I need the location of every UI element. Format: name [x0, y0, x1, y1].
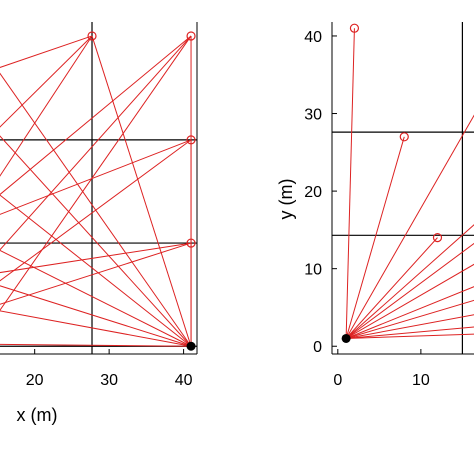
ray-path: [346, 333, 474, 339]
ray-path: [345, 237, 438, 339]
ray-path: [91, 35, 192, 347]
y-tick: 20: [304, 184, 337, 201]
left-source: [186, 341, 196, 351]
x-tick-label: 0: [333, 372, 342, 389]
ray-path: [0, 249, 192, 347]
y-tick: 40: [304, 29, 337, 46]
ray-path: [0, 139, 192, 282]
ray-path: [0, 139, 192, 215]
y-tick-label: 30: [304, 107, 322, 124]
ray-path: [345, 299, 474, 339]
right-axes-frame: [331, 22, 474, 355]
x-tick: 10: [412, 349, 430, 389]
right-y-ticks: 0 10 20 30 40: [304, 29, 337, 356]
ray-path: [0, 135, 192, 347]
left-x-ticks: 20 30 40: [26, 349, 193, 389]
ray-path: [0, 242, 192, 274]
y-tick: 0: [313, 339, 337, 356]
ray-path: [345, 286, 474, 339]
receiver-marker: [349, 23, 360, 33]
receiver-marker: [186, 238, 196, 248]
ray-path: [0, 35, 93, 177]
y-tick-label: 40: [304, 29, 322, 46]
left-ray-paths: [0, 35, 192, 347]
right-grid: [332, 22, 474, 354]
ray-path: [0, 35, 93, 128]
ray-path: [0, 343, 192, 347]
x-tick: 20: [26, 349, 44, 389]
ray-path: [0, 285, 192, 347]
left-x-axis-title: x (m): [17, 405, 58, 425]
right-source: [341, 333, 351, 343]
x-tick-label: 10: [412, 372, 430, 389]
x-tick-label: 20: [26, 372, 44, 389]
ray-path: [346, 314, 474, 339]
ray-path: [345, 28, 355, 339]
ray-path: [0, 35, 192, 196]
ray-path: [345, 263, 474, 339]
x-tick: 40: [175, 349, 193, 389]
source-marker: [341, 333, 351, 343]
receiver-marker: [87, 31, 97, 41]
ray-path: [0, 194, 192, 347]
x-tick: 30: [100, 349, 118, 389]
ray-path: [0, 72, 192, 347]
right-ray-paths: [345, 28, 474, 339]
source-marker: [186, 341, 196, 351]
ray-path: [0, 310, 192, 347]
y-tick: 30: [304, 107, 337, 124]
y-tick-label: 20: [304, 184, 322, 201]
x-tick: 0: [333, 349, 342, 389]
x-tick-label: 30: [100, 372, 118, 389]
left-plot-panel: 20 30 40 x (m): [0, 22, 198, 425]
ray-path: [345, 136, 405, 339]
ray-path: [0, 35, 192, 251]
x-tick-label: 40: [175, 372, 193, 389]
ray-path: [0, 242, 192, 305]
y-tick: 10: [304, 262, 337, 279]
receiver-marker: [186, 135, 196, 145]
right-x-ticks: 0 10: [333, 349, 430, 389]
y-tick-label: 0: [313, 339, 322, 356]
ray-path: [346, 326, 474, 339]
y-tick-label: 10: [304, 262, 322, 279]
ray-path: [345, 224, 474, 339]
right-plot-panel: 0 10 0 10 20 30 40 y (m): [276, 22, 474, 389]
receiver-marker: [399, 132, 409, 142]
ray-path: [0, 35, 192, 312]
left-receivers: [87, 31, 196, 248]
left-axes-frame: [0, 22, 198, 355]
right-y-axis-title: y (m): [276, 179, 296, 220]
receiver-marker: [432, 233, 443, 243]
receiver-marker: [186, 31, 196, 41]
left-grid: [0, 22, 197, 354]
ray-path: [0, 35, 93, 68]
right-receivers: [349, 23, 443, 243]
ray-path: [345, 114, 474, 339]
ray-path: [345, 242, 474, 339]
